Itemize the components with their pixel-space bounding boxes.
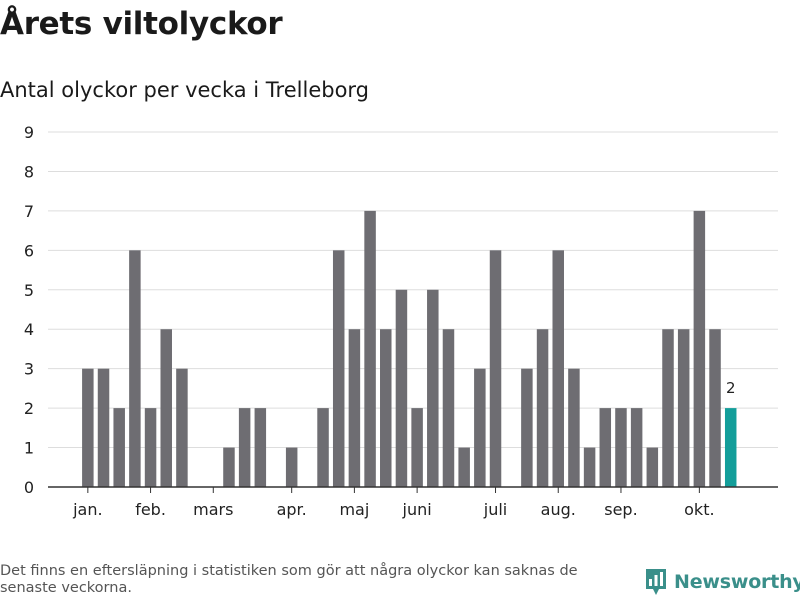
bar-chart: 0 1 2 3 4 5 6 7 8 9 2 jan. feb. mars apr. maj juni juli… xyxy=(24,123,778,519)
y-axis-ticks: 0 1 2 3 4 5 6 7 8 9 xyxy=(24,123,34,497)
bar-week-33 xyxy=(583,447,596,487)
newsworthy-logo-icon xyxy=(646,569,666,595)
bar-week-35 xyxy=(615,408,627,487)
bar-week-22 xyxy=(411,408,423,487)
bar-week-4 xyxy=(129,250,141,487)
bar-week-36 xyxy=(630,408,643,487)
x-axis-month-labels: jan. feb. mars apr. maj juni juli aug. sep. okt. xyxy=(72,487,715,519)
bar-week-1 xyxy=(82,368,94,487)
month-label-feb: feb. xyxy=(135,500,166,519)
bar-week-14 xyxy=(285,447,298,487)
bar-week-40 xyxy=(693,210,706,487)
bar-week-23 xyxy=(427,289,439,487)
bar-week-17 xyxy=(332,250,345,487)
month-label-sep: sep. xyxy=(604,500,637,519)
brand-logo: Newsworthy xyxy=(644,567,800,597)
y-tick-label-2: 2 xyxy=(24,399,34,418)
bar-week-3 xyxy=(113,408,125,487)
month-label-okt: okt. xyxy=(684,500,714,519)
page-title: Årets viltolyckor xyxy=(0,6,283,42)
bars xyxy=(82,210,737,487)
y-tick-label-1: 1 xyxy=(24,439,34,458)
brand-name: Newsworthy xyxy=(674,571,800,593)
last-bar-value-label: 2 xyxy=(726,379,736,397)
month-label-aug: aug. xyxy=(541,500,576,519)
month-label-apr: apr. xyxy=(277,500,307,519)
bar-week-24 xyxy=(442,329,455,487)
bar-week-12 xyxy=(254,408,267,487)
bar-week-5 xyxy=(144,408,157,487)
bar-week-7 xyxy=(176,368,188,487)
bar-week-6 xyxy=(160,329,172,487)
bar-week-34 xyxy=(599,408,612,487)
bar-week-20 xyxy=(380,329,392,487)
y-tick-label-8: 8 xyxy=(24,162,34,181)
month-label-mars: mars xyxy=(193,500,233,519)
bar-week-29 xyxy=(521,368,533,487)
y-tick-label-0: 0 xyxy=(24,478,34,497)
bar-week-21 xyxy=(395,289,408,487)
bar-week-30 xyxy=(536,329,549,487)
bar-week-10 xyxy=(223,447,235,487)
bar-week-11 xyxy=(238,408,251,487)
bar-week-39 xyxy=(677,329,690,487)
bar-week-27 xyxy=(489,250,502,487)
y-tick-label-7: 7 xyxy=(24,202,34,221)
bar-week-38 xyxy=(662,329,674,487)
data-labels: 2 xyxy=(726,379,736,397)
y-tick-label-5: 5 xyxy=(24,281,34,300)
bar-week-19 xyxy=(364,210,376,487)
bar-week-32 xyxy=(568,368,580,487)
footnote: Det finns en eftersläpning i statistiken… xyxy=(0,563,578,596)
bar-week-41 xyxy=(709,329,721,487)
bar-week-37 xyxy=(646,447,659,487)
month-label-juli: juli xyxy=(483,500,507,519)
bar-week-25 xyxy=(458,447,470,487)
bar-week-16 xyxy=(317,408,329,487)
y-tick-label-4: 4 xyxy=(24,320,34,339)
month-label-jan: jan. xyxy=(72,500,102,519)
bar-week-26 xyxy=(474,368,486,487)
bar-week-42 xyxy=(724,408,737,487)
bar-week-31 xyxy=(552,250,564,487)
y-tick-label-9: 9 xyxy=(24,123,34,142)
month-label-maj: maj xyxy=(339,500,369,519)
bar-week-2 xyxy=(97,368,110,487)
month-label-juni: juni xyxy=(402,500,432,519)
bar-week-18 xyxy=(348,329,361,487)
chart-subtitle: Antal olyckor per vecka i Trelleborg xyxy=(0,78,370,102)
y-tick-label-3: 3 xyxy=(24,360,34,379)
y-tick-label-6: 6 xyxy=(24,241,34,260)
